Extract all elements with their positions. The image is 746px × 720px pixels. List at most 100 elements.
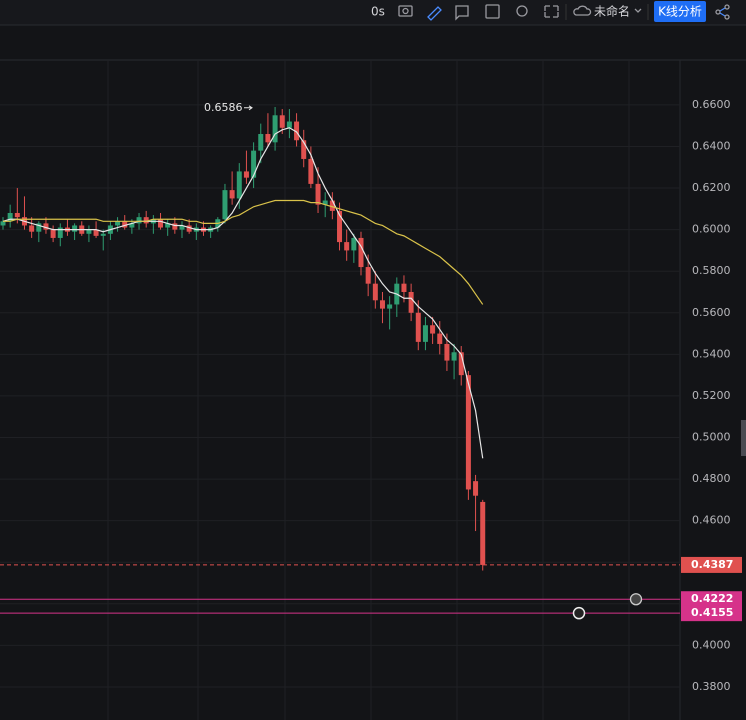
cloud-icon[interactable]: [573, 5, 592, 16]
candle-body: [43, 223, 49, 230]
vertical-grid: [107, 60, 630, 720]
candle-body: [165, 223, 171, 228]
candle-body: [444, 343, 450, 361]
settings-icon[interactable]: [516, 5, 528, 17]
candle-body: [100, 233, 106, 236]
moving-average: [2, 127, 484, 459]
candle-body: [458, 352, 464, 376]
candle-body: [186, 225, 192, 232]
analysis-button-label[interactable]: K线分析: [658, 5, 702, 19]
candle-body: [243, 171, 249, 178]
candle-body: [358, 237, 364, 268]
candle-body: [115, 221, 121, 226]
candle-body: [286, 121, 292, 128]
candle-body: [86, 229, 92, 234]
candle-body: [473, 481, 479, 496]
y-tick-label: 0.5400: [692, 347, 731, 360]
candle-body: [29, 225, 35, 232]
y-tick-label: 0.6400: [692, 139, 731, 152]
candle-body: [272, 115, 278, 143]
candle-body: [422, 325, 428, 342]
candle-body: [437, 333, 443, 344]
candle-body: [7, 212, 13, 222]
candle-body: [294, 121, 300, 141]
y-tick-label: 0.6600: [692, 98, 731, 111]
toolbar-icons: [398, 4, 730, 21]
candle-body: [36, 223, 42, 232]
candle-body: [179, 225, 185, 230]
candle-body: [315, 183, 321, 205]
line-handle[interactable]: [572, 606, 586, 620]
candle-body: [379, 300, 385, 309]
y-tick-label: 0.4600: [692, 514, 731, 527]
price-label: 0.4387: [691, 558, 733, 571]
y-tick-label: 0.4000: [692, 638, 731, 651]
candle-body: [158, 219, 164, 228]
draw-icon[interactable]: [427, 6, 442, 21]
candle-body: [337, 210, 343, 243]
y-tick-label: 0.5800: [692, 264, 731, 277]
candle-body: [408, 291, 414, 313]
candle-body: [143, 217, 149, 224]
price-label: 0.4222: [691, 592, 733, 605]
candle-body: [387, 304, 393, 309]
candle-body: [122, 221, 128, 228]
candle-body: [129, 223, 135, 228]
candle-body: [93, 229, 99, 236]
candle-body: [322, 200, 328, 205]
timer: 0s: [371, 5, 385, 19]
camera-icon[interactable]: [398, 5, 413, 17]
candle-body: [465, 375, 471, 490]
toolbar: [0, 0, 746, 25]
candle-body: [50, 229, 56, 238]
y-tick-label: 0.6200: [692, 181, 731, 194]
note-icon[interactable]: [455, 5, 469, 21]
candle-body: [308, 158, 314, 184]
dropdown-icon[interactable]: [634, 8, 642, 13]
side-tab[interactable]: [741, 420, 746, 456]
y-tick-label: 0.3800: [692, 680, 731, 693]
candle-body: [430, 325, 436, 334]
fullscreen-icon[interactable]: [544, 5, 559, 18]
price-label-box: [681, 591, 742, 608]
candle-body: [57, 227, 63, 238]
candle-body: [258, 134, 264, 151]
y-tick-label: 0.5200: [692, 389, 731, 402]
candle-body: [265, 134, 271, 143]
candle-body: [344, 242, 350, 251]
candle-body: [480, 501, 486, 565]
peak-label: 0.6586: [204, 101, 243, 114]
candle-body: [72, 225, 78, 232]
layout-name[interactable]: 未命名: [594, 4, 630, 19]
candle-body: [229, 190, 235, 199]
analysis-button[interactable]: [654, 1, 706, 22]
candle-body: [172, 223, 178, 230]
candle-body: [372, 283, 378, 301]
y-tick-label: 0.5600: [692, 306, 731, 319]
y-tick-label: 0.4800: [692, 472, 731, 485]
price-label-box: [681, 556, 742, 573]
candle-body: [251, 150, 257, 178]
price-label: 0.4155: [691, 606, 733, 619]
y-tick-label: 0.6000: [692, 223, 731, 236]
snapshot-icon[interactable]: [485, 4, 500, 19]
candle-body: [451, 352, 457, 361]
line-handle[interactable]: [629, 593, 643, 606]
candle-body: [14, 212, 20, 218]
candle-body: [415, 312, 421, 342]
candle-body: [222, 190, 228, 220]
candle-body: [0, 221, 6, 226]
price-label-box: [681, 605, 742, 622]
candle-body: [351, 237, 357, 251]
candle-body: [329, 200, 335, 211]
candle-body: [401, 283, 407, 292]
candle-body: [301, 140, 307, 159]
moving-average: [3, 199, 484, 305]
y-tick-label: 0.5000: [692, 430, 731, 443]
candle-body: [236, 171, 242, 199]
candle-body: [136, 217, 142, 224]
peak-arrow: [244, 105, 253, 111]
candle-body: [365, 267, 371, 284]
